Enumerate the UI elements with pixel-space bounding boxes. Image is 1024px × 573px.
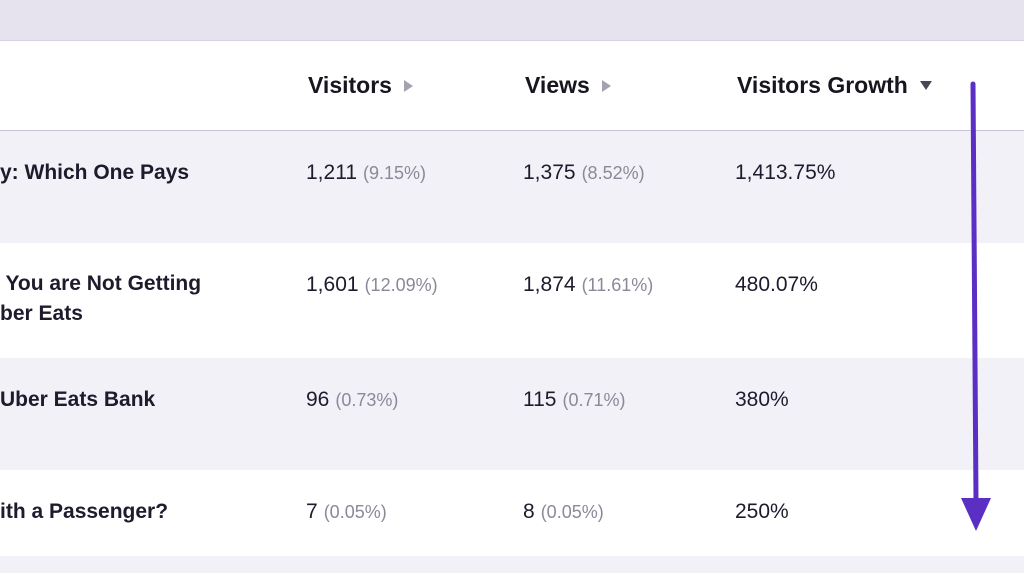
visitors-growth-cell: 1,413.75%	[735, 161, 836, 184]
table-row[interactable]	[0, 556, 1024, 573]
column-header-views[interactable]: Views	[525, 41, 611, 130]
visitors-cell: 1,601 (12.09%)	[306, 273, 438, 296]
post-title[interactable]: ith a Passenger?	[0, 500, 169, 523]
views-cell: 1,375 (8.52%)	[523, 161, 645, 184]
table-row[interactable]: y: Which One Pays 1,211 (9.15%) 1,375 (8.5…	[0, 131, 1024, 243]
visitors-growth-cell: 250%	[735, 500, 789, 523]
views-cell: 8 (0.05%)	[523, 500, 604, 523]
table-header: Visitors Views Visitors Growth	[0, 41, 1024, 131]
visitors-growth-cell: 480.07%	[735, 273, 818, 296]
top-toolbar-strip	[0, 0, 1024, 41]
sort-caret-right-icon	[403, 79, 413, 92]
column-header-visitors[interactable]: Visitors	[308, 41, 413, 130]
post-title[interactable]: Uber Eats Bank	[0, 388, 156, 411]
visitors-cell: 7 (0.05%)	[306, 500, 387, 523]
sort-caret-down-icon	[919, 81, 932, 90]
views-cell: 115 (0.71%)	[523, 388, 626, 411]
views-cell: 1,874 (11.61%)	[523, 273, 654, 296]
post-title[interactable]: y: Which One Pays	[0, 161, 190, 184]
visitors-cell: 96 (0.73%)	[306, 388, 399, 411]
sort-caret-right-icon	[601, 79, 611, 92]
arrow-shaft	[970, 81, 979, 503]
table-row[interactable]: ith a Passenger? 7 (0.05%) 8 (0.05%) 250%	[0, 470, 1024, 556]
arrow-head	[961, 498, 991, 531]
visitors-growth-cell: 380%	[735, 388, 789, 411]
table-row[interactable]: You are Not Getting ber Eats 1,601 (12.09…	[0, 243, 1024, 358]
column-header-visitors-growth[interactable]: Visitors Growth	[737, 41, 932, 130]
down-arrow-annotation-icon	[961, 81, 991, 531]
table-row[interactable]: Uber Eats Bank 96 (0.73%) 115 (0.71%) 380%	[0, 358, 1024, 470]
visitors-cell: 1,211 (9.15%)	[306, 161, 427, 184]
post-title[interactable]: You are Not Getting ber Eats	[0, 272, 202, 325]
